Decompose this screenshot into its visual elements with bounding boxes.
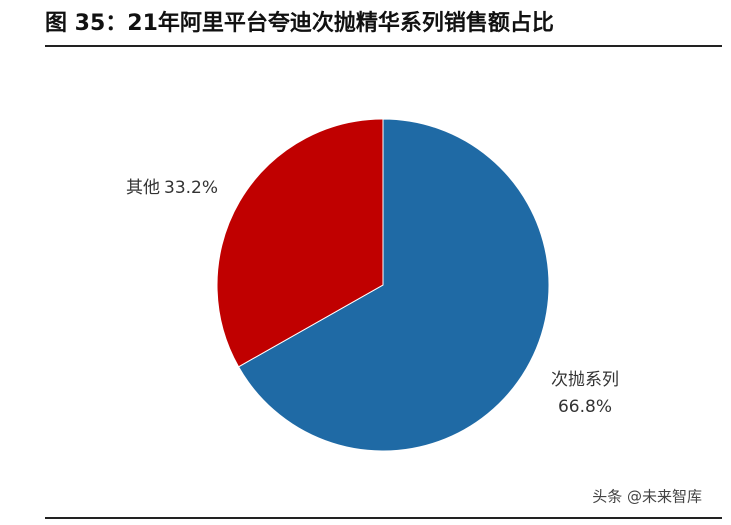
- value-label: 33.2%: [164, 178, 218, 198]
- watermark: 头条 @未来智库: [592, 488, 702, 506]
- pie-slice: [216, 118, 384, 368]
- pie-slice: [237, 118, 550, 452]
- slice-label: 次抛系列: [551, 370, 619, 390]
- value-label: 66.8%: [558, 397, 612, 417]
- chart-title: 图 35：21年阿里平台夸迪次抛精华系列销售额占比: [45, 10, 554, 36]
- slice-label: 其他: [126, 178, 160, 198]
